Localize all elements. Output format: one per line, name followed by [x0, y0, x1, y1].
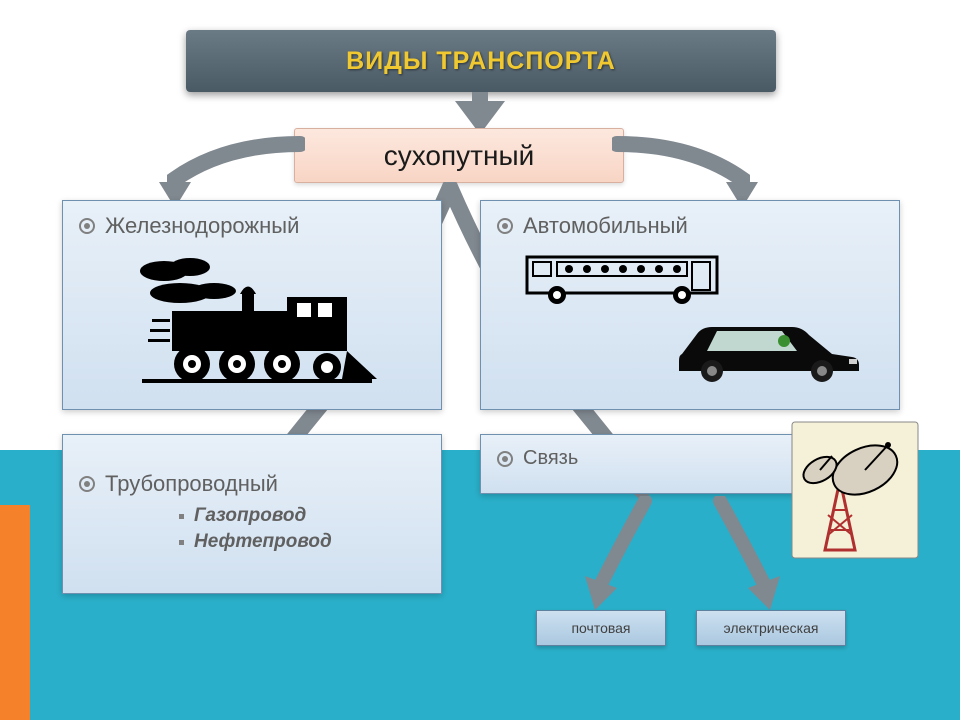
- bullet-icon: [497, 451, 513, 467]
- sub-header-text: сухопутный: [384, 140, 534, 172]
- satellite-icon: [790, 420, 920, 560]
- pipe-sub-oil: Нефтепровод: [179, 531, 425, 553]
- box-rail: Железнодорожный: [62, 200, 442, 410]
- square-bullet-icon: [179, 514, 184, 519]
- sub-header: сухопутный: [294, 128, 624, 183]
- background-orange: [0, 505, 30, 720]
- small-box-electric: электрическая: [696, 610, 846, 646]
- box-auto: Автомобильный: [480, 200, 900, 410]
- arrow-header-sub: [455, 92, 505, 132]
- square-bullet-icon: [179, 540, 184, 545]
- pipe-label: Трубопроводный: [105, 471, 278, 497]
- train-icon: [79, 249, 425, 389]
- bullet-icon: [79, 218, 95, 234]
- small-box-postal: почтовая: [536, 610, 666, 646]
- header-title: ВИДЫ ТРАНСПОРТА: [346, 47, 616, 76]
- rail-label: Железнодорожный: [105, 213, 299, 239]
- comm-label: Связь: [523, 447, 578, 470]
- rail-title-row: Железнодорожный: [79, 213, 425, 239]
- box-pipe: Трубопроводный Газопровод Нефтепровод: [62, 434, 442, 594]
- bullet-icon: [79, 476, 95, 492]
- arrow-to-auto: [612, 134, 772, 210]
- postal-label: почтовая: [571, 620, 630, 636]
- vehicle-icons: [497, 247, 883, 389]
- arrow-to-rail: [145, 134, 305, 210]
- header-bar: ВИДЫ ТРАНСПОРТА: [186, 30, 776, 92]
- pipe-sub-gas: Газопровод: [179, 505, 425, 527]
- auto-label: Автомобильный: [523, 213, 688, 239]
- bullet-icon: [497, 218, 513, 234]
- electric-label: электрическая: [724, 620, 819, 636]
- auto-title-row: Автомобильный: [497, 213, 883, 239]
- pipe-sublist: Газопровод Нефтепровод: [179, 505, 425, 557]
- pipe-title-row: Трубопроводный: [79, 471, 425, 497]
